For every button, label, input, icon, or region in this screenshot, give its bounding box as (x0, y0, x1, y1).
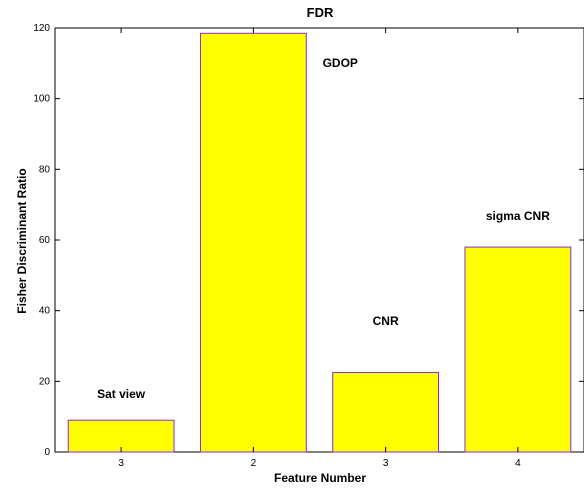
bar-annotation: CNR (373, 314, 399, 328)
y-tick-label: 80 (39, 164, 51, 175)
bar-annotation: Sat view (97, 387, 146, 401)
y-tick-label: 0 (44, 447, 50, 458)
chart-title: FDR (307, 5, 334, 20)
x-tick-label: 3 (383, 458, 389, 469)
bar (464, 246, 572, 453)
x-axis-title: Feature Number (274, 471, 366, 485)
y-axis-title: Fisher Discriminant Ratio (15, 168, 29, 313)
y-tick-label: 20 (39, 376, 51, 387)
x-tick-label: 4 (515, 458, 521, 469)
x-tick-label: 2 (251, 458, 257, 469)
plot-area: 0 20 40 60 80 100 120 3 Sat view 2 GDOP 3 CNR 4 sigma … (33, 23, 584, 469)
bar-annotation: sigma CNR (486, 209, 550, 223)
y-tick-label: 60 (39, 235, 51, 246)
bar (67, 419, 175, 453)
y-tick-label: 40 (39, 306, 51, 317)
bar-annotation: GDOP (323, 56, 358, 70)
bar (199, 32, 307, 453)
bar (332, 372, 440, 453)
x-tick-label: 3 (118, 458, 124, 469)
y-tick-label: 120 (33, 23, 50, 34)
y-tick-label: 100 (33, 94, 50, 105)
